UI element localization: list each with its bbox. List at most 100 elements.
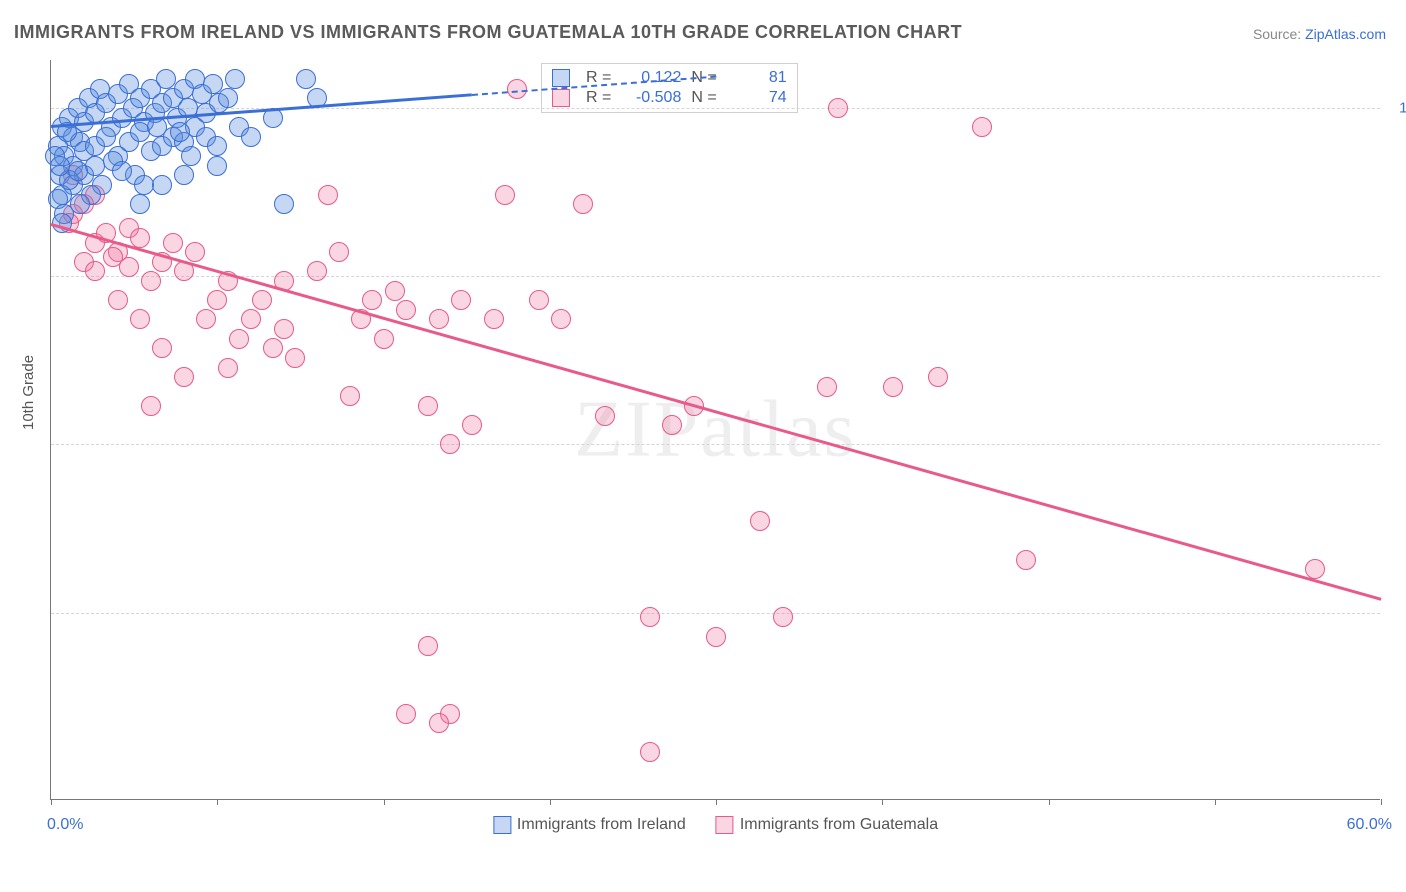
data-point-guatemala <box>130 309 150 329</box>
legend-item-ireland: Immigrants from Ireland <box>493 816 686 834</box>
x-tick <box>51 799 52 805</box>
data-point-guatemala <box>640 607 660 627</box>
legend-item-guatemala: Immigrants from Guatemala <box>716 816 938 834</box>
data-point-guatemala <box>462 415 482 435</box>
data-point-guatemala <box>662 415 682 435</box>
x-tick <box>1381 799 1382 805</box>
data-point-guatemala <box>196 309 216 329</box>
y-tick-label: 100.0% <box>1390 100 1406 117</box>
data-point-guatemala <box>440 434 460 454</box>
data-point-guatemala <box>396 300 416 320</box>
data-point-ireland <box>112 161 132 181</box>
data-point-ireland <box>181 146 201 166</box>
data-point-ireland <box>174 165 194 185</box>
data-point-ireland <box>68 161 88 181</box>
data-point-ireland <box>241 127 261 147</box>
y-axis-label: 10th Grade <box>20 355 37 430</box>
r-label: R = <box>586 89 611 107</box>
data-point-guatemala <box>551 309 571 329</box>
watermark-text: ZIPatlas <box>574 384 857 475</box>
gridline <box>51 613 1380 614</box>
legend-label-guatemala: Immigrants from Guatemala <box>740 816 938 833</box>
data-point-guatemala <box>340 386 360 406</box>
source-link[interactable]: ZipAtlas.com <box>1305 26 1386 42</box>
correlation-legend-box: R = 0.122 N = 81 R = -0.508 N = 74 <box>541 63 798 113</box>
data-point-guatemala <box>418 636 438 656</box>
legend-label-ireland: Immigrants from Ireland <box>517 816 686 833</box>
x-tick <box>550 799 551 805</box>
data-point-guatemala <box>573 194 593 214</box>
gridline <box>51 108 1380 109</box>
y-tick-label: 65.0% <box>1390 436 1406 453</box>
data-point-ireland <box>50 156 70 176</box>
data-point-guatemala <box>152 338 172 358</box>
data-point-guatemala <box>640 742 660 762</box>
data-point-guatemala <box>429 713 449 733</box>
data-point-guatemala <box>218 358 238 378</box>
data-point-guatemala <box>207 290 227 310</box>
data-point-guatemala <box>418 396 438 416</box>
data-point-guatemala <box>307 261 327 281</box>
y-tick-label: 47.5% <box>1390 604 1406 621</box>
n-label: N = <box>691 89 716 107</box>
data-point-guatemala <box>141 271 161 291</box>
data-point-guatemala <box>174 367 194 387</box>
data-point-guatemala <box>263 338 283 358</box>
data-point-guatemala <box>285 348 305 368</box>
r-value-guatemala: -0.508 <box>621 89 681 107</box>
data-point-guatemala <box>773 607 793 627</box>
x-tick <box>384 799 385 805</box>
data-point-guatemala <box>750 511 770 531</box>
data-point-guatemala <box>185 242 205 262</box>
data-point-guatemala <box>484 309 504 329</box>
data-point-ireland <box>218 88 238 108</box>
series-legend: Immigrants from Ireland Immigrants from … <box>493 816 938 834</box>
swatch-ireland <box>552 69 570 87</box>
data-point-guatemala <box>451 290 471 310</box>
data-point-guatemala <box>108 290 128 310</box>
data-point-guatemala <box>928 367 948 387</box>
gridline <box>51 276 1380 277</box>
data-point-guatemala <box>163 233 183 253</box>
n-value-guatemala: 74 <box>727 89 787 107</box>
data-point-guatemala <box>429 309 449 329</box>
swatch-ireland <box>493 816 511 834</box>
data-point-guatemala <box>329 242 349 262</box>
data-point-guatemala <box>374 329 394 349</box>
swatch-guatemala <box>716 816 734 834</box>
data-point-guatemala <box>495 185 515 205</box>
data-point-ireland <box>96 127 116 147</box>
swatch-guatemala <box>552 89 570 107</box>
source-attribution: Source: ZipAtlas.com <box>1253 26 1386 42</box>
source-prefix: Source: <box>1253 26 1305 42</box>
data-point-ireland <box>207 136 227 156</box>
trend-line <box>51 223 1382 600</box>
data-point-guatemala <box>1016 550 1036 570</box>
data-point-guatemala <box>119 257 139 277</box>
data-point-ireland <box>207 156 227 176</box>
data-point-guatemala <box>130 228 150 248</box>
data-point-guatemala <box>85 261 105 281</box>
data-point-ireland <box>274 194 294 214</box>
x-axis-max-label: 60.0% <box>1347 816 1392 834</box>
data-point-guatemala <box>883 377 903 397</box>
data-point-guatemala <box>828 98 848 118</box>
x-tick <box>217 799 218 805</box>
data-point-guatemala <box>529 290 549 310</box>
data-point-guatemala <box>318 185 338 205</box>
data-point-ireland <box>147 117 167 137</box>
data-point-guatemala <box>595 406 615 426</box>
data-point-guatemala <box>274 319 294 339</box>
data-point-ireland <box>170 122 190 142</box>
data-point-ireland <box>296 69 316 89</box>
data-point-guatemala <box>507 79 527 99</box>
data-point-ireland <box>152 175 172 195</box>
data-point-guatemala <box>141 396 161 416</box>
data-point-ireland <box>130 194 150 214</box>
x-tick <box>1049 799 1050 805</box>
data-point-ireland <box>225 69 245 89</box>
x-axis-min-label: 0.0% <box>47 816 83 834</box>
gridline <box>51 444 1380 445</box>
data-point-guatemala <box>972 117 992 137</box>
data-point-guatemala <box>385 281 405 301</box>
